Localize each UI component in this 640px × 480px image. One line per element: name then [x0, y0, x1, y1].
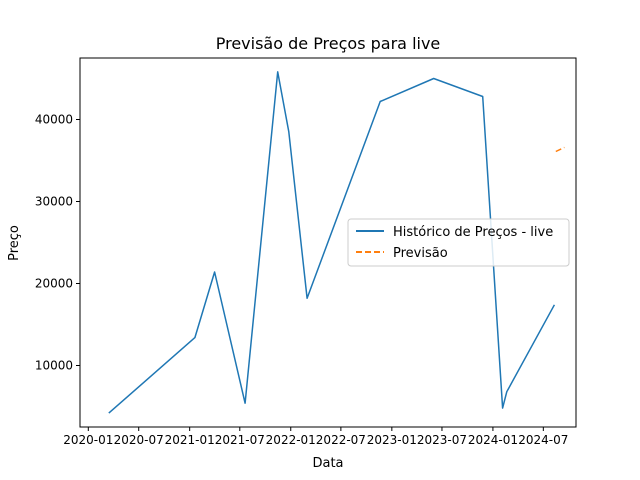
legend: Histórico de Preços - live Previsão — [347, 218, 570, 267]
y-tick-label: 10000 — [35, 359, 73, 373]
series-line-0 — [108, 71, 556, 414]
x-tick-label: 2020-01 — [63, 433, 113, 447]
y-tick-label: 40000 — [35, 113, 73, 127]
x-tick-label: 2024-07 — [518, 433, 568, 447]
legend-box — [347, 218, 570, 267]
y-tick-label: 20000 — [35, 277, 73, 291]
legend-label-forecast: Previsão — [393, 246, 448, 261]
x-tick-label: 2022-01 — [266, 433, 316, 447]
legend-label-history: Histórico de Preços - live — [393, 225, 553, 240]
plot-frame — [79, 57, 577, 428]
chart-title: Previsão de Preços para live — [216, 34, 441, 53]
y-axis-label: Preço — [7, 225, 22, 261]
series-line-1 — [555, 146, 565, 153]
x-tick-label: 2021-07 — [215, 433, 265, 447]
x-tick-label: 2020-07 — [114, 433, 164, 447]
y-axis: 10000 20000 30000 40000 — [35, 113, 80, 373]
x-tick-label: 2023-07 — [417, 433, 467, 447]
x-axis-label: Data — [312, 456, 343, 471]
x-tick-label: 2024-01 — [468, 433, 518, 447]
y-tick-label: 30000 — [35, 195, 73, 209]
x-tick-label: 2022-07 — [316, 433, 366, 447]
plot-lines — [108, 71, 565, 414]
x-axis: 2020-01 2020-07 2021-01 2021-07 2022-01 2022-… — [63, 427, 568, 447]
x-tick-label: 2021-01 — [165, 433, 215, 447]
x-tick-label: 2023-01 — [367, 433, 417, 447]
